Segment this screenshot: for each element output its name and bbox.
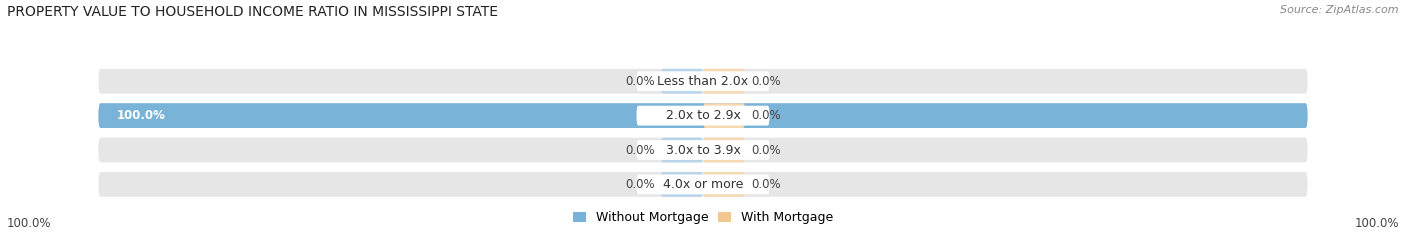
FancyBboxPatch shape — [637, 175, 769, 194]
Text: 0.0%: 0.0% — [751, 75, 780, 88]
FancyBboxPatch shape — [703, 138, 745, 162]
FancyBboxPatch shape — [98, 103, 1308, 128]
Text: 2.0x to 2.9x: 2.0x to 2.9x — [665, 109, 741, 122]
FancyBboxPatch shape — [703, 69, 745, 94]
FancyBboxPatch shape — [98, 172, 1308, 197]
Text: 100.0%: 100.0% — [7, 217, 52, 230]
Legend: Without Mortgage, With Mortgage: Without Mortgage, With Mortgage — [574, 211, 832, 224]
Text: Less than 2.0x: Less than 2.0x — [658, 75, 748, 88]
FancyBboxPatch shape — [98, 103, 1308, 128]
FancyBboxPatch shape — [703, 172, 745, 197]
Text: 0.0%: 0.0% — [751, 178, 780, 191]
Text: 3.0x to 3.9x: 3.0x to 3.9x — [665, 144, 741, 157]
FancyBboxPatch shape — [703, 103, 745, 128]
Text: 0.0%: 0.0% — [626, 75, 655, 88]
Text: 100.0%: 100.0% — [117, 109, 166, 122]
FancyBboxPatch shape — [661, 69, 703, 94]
FancyBboxPatch shape — [661, 172, 703, 197]
FancyBboxPatch shape — [98, 138, 1308, 162]
Text: Source: ZipAtlas.com: Source: ZipAtlas.com — [1281, 5, 1399, 15]
FancyBboxPatch shape — [637, 140, 769, 160]
Text: 0.0%: 0.0% — [751, 144, 780, 157]
Text: 4.0x or more: 4.0x or more — [662, 178, 744, 191]
FancyBboxPatch shape — [661, 138, 703, 162]
Text: 0.0%: 0.0% — [751, 109, 780, 122]
Text: 0.0%: 0.0% — [626, 178, 655, 191]
FancyBboxPatch shape — [637, 71, 769, 91]
Text: 0.0%: 0.0% — [626, 144, 655, 157]
FancyBboxPatch shape — [637, 106, 769, 126]
FancyBboxPatch shape — [98, 69, 1308, 94]
Text: PROPERTY VALUE TO HOUSEHOLD INCOME RATIO IN MISSISSIPPI STATE: PROPERTY VALUE TO HOUSEHOLD INCOME RATIO… — [7, 5, 498, 19]
Text: 100.0%: 100.0% — [1354, 217, 1399, 230]
